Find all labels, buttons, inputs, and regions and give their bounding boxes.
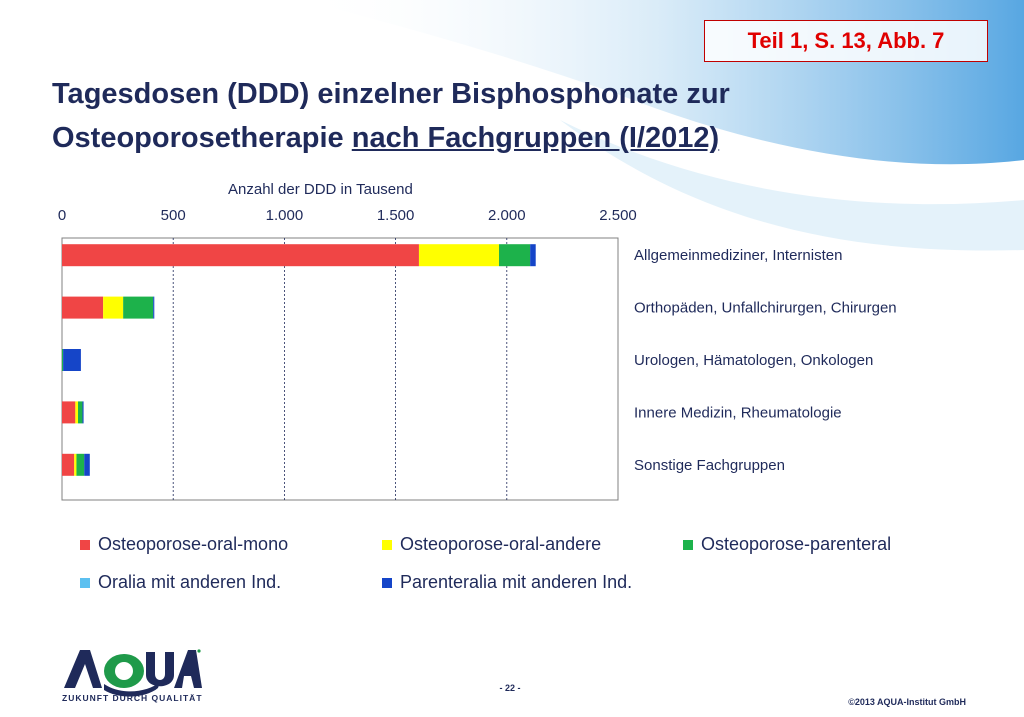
legend-item: Oralia mit anderen Ind. <box>80 572 281 593</box>
bar-segment <box>62 401 76 424</box>
bar-segment <box>103 296 124 319</box>
copyright-notice: ©2013 AQUA-Institut GmbH <box>848 697 966 707</box>
legend-item: Osteoporose-parenteral <box>683 534 891 555</box>
figure-reference-box: Teil 1, S. 13, Abb. 7 <box>704 20 988 62</box>
legend-item: Osteoporose-oral-mono <box>80 534 288 555</box>
bar-segment <box>62 244 419 267</box>
plot-area <box>61 237 619 501</box>
aqua-logo <box>64 649 202 697</box>
x-tick-label: 2.500 <box>599 207 637 224</box>
bar-segment <box>76 453 85 476</box>
bar-segment <box>530 244 536 267</box>
title-line-2-plain: Osteoporosetherapie <box>52 122 352 154</box>
x-tick-label: 500 <box>161 207 186 224</box>
category-label: Allgemeinmediziner, Internisten <box>634 247 842 264</box>
bar-segment <box>62 296 104 319</box>
slide-title: Tagesdosen (DDD) einzelner Bisphosphonat… <box>52 72 952 160</box>
x-tick-label: 1.500 <box>377 207 415 224</box>
bar-segment <box>62 453 75 476</box>
category-label: Orthopäden, Unfallchirurgen, Chirurgen <box>634 300 897 317</box>
title-line-1: Tagesdosen (DDD) einzelner Bisphosphonat… <box>52 78 730 110</box>
category-label: Innere Medizin, Rheumatologie <box>634 404 842 421</box>
bar-segment <box>84 453 90 476</box>
legend-swatch <box>382 577 392 588</box>
bar-segment <box>62 349 64 371</box>
bar-segment <box>153 296 155 319</box>
legend-label: Osteoporose-parenteral <box>701 534 892 554</box>
title-line-2-underlined: nach Fachgruppen (I/2012) <box>351 122 720 154</box>
bar-segment <box>499 244 531 267</box>
legend-label: Oralia mit anderen Ind. <box>98 572 282 592</box>
bar-segment <box>418 244 500 267</box>
title-line-2: Osteoporosetherapie nach Fachgruppen (I/… <box>52 116 952 160</box>
category-label: Urologen, Hämatologen, Onkologen <box>634 352 873 369</box>
legend-swatch <box>80 577 90 588</box>
bar-segment <box>82 401 84 424</box>
x-axis-label: Anzahl der DDD in Tausend <box>228 181 413 198</box>
legend-swatch <box>80 539 90 550</box>
legend-label: Osteoporose-oral-andere <box>400 534 602 554</box>
x-tick-label: 2.000 <box>488 207 526 224</box>
page-number: - 22 - <box>499 683 521 693</box>
x-tick-label: 0 <box>58 207 66 224</box>
legend-item: Parenteralia mit anderen Ind. <box>382 572 632 593</box>
legend-label: Osteoporose-oral-mono <box>98 534 289 554</box>
legend-item: Osteoporose-oral-andere <box>382 534 601 555</box>
category-label: Sonstige Fachgruppen <box>634 457 785 474</box>
bar-segment <box>78 401 83 424</box>
legend-label: Parenteralia mit anderen Ind. <box>400 572 633 592</box>
bar-segment <box>75 401 79 424</box>
bar-segment <box>123 296 154 319</box>
legend-swatch <box>683 539 693 550</box>
bar-segment <box>74 453 77 476</box>
x-tick-label: 1.000 <box>266 207 304 224</box>
bar-segment <box>63 349 81 371</box>
logo-tagline: ZUKUNFT DURCH QUALITÄT <box>62 693 203 703</box>
legend-swatch <box>382 539 392 550</box>
